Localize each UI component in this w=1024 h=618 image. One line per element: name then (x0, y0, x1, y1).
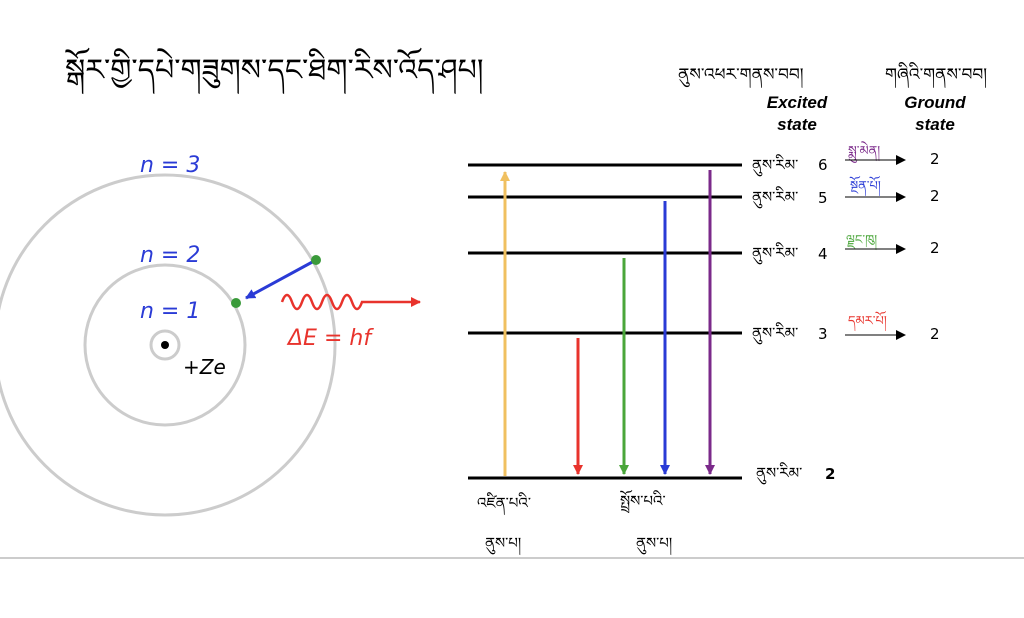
ground-level: 2 (930, 187, 940, 205)
level-number: 5 (818, 189, 828, 207)
title: སྒོར་གྱི་དཔེ་གཟུགས་དང་ཐིག་རིས་འོད་ཤཔ། (64, 47, 483, 95)
level-name: ནུས་རིམ་ (752, 186, 798, 209)
electron (231, 298, 241, 308)
orbit-label: n = 3 (140, 153, 200, 178)
bottom-label: ནུས་པ། (636, 534, 672, 556)
color-name: སྨུ་མེན། (848, 141, 880, 163)
column-title: གཞིའི་གནས་བབ། (885, 62, 987, 89)
color-name: ལྗང་ཁུ། (846, 233, 877, 251)
ground-level: 2 (930, 325, 940, 343)
photon-label: ΔE = hf (286, 326, 374, 351)
level-name: ནུས་རིམ་ (752, 322, 798, 345)
bottom-label: སྤྲོས་པའི་ (620, 489, 666, 514)
bottom-label: ནུས་པ། (485, 534, 521, 556)
column-title: ནུས་འཕར་གནས་བབ། (678, 65, 804, 89)
orbit-2 (83, 263, 247, 427)
column-label: Excited (767, 93, 828, 112)
electron-jump (245, 258, 317, 300)
color-name: དམར་པོ། (848, 310, 887, 332)
orbit-3 (0, 173, 337, 517)
level-number: 2 (825, 465, 835, 483)
ground-level: 2 (930, 239, 940, 257)
column-label: state (915, 115, 955, 134)
level-number: 3 (818, 325, 828, 343)
ground-level: 2 (930, 150, 940, 168)
orbit-label: n = 2 (140, 243, 200, 268)
level-name: ནུས་རིམ་ (756, 462, 802, 485)
nucleus (161, 341, 169, 349)
color-name: སྔོན་པོ། (849, 175, 881, 197)
column-label: Ground (904, 93, 966, 112)
level-name: ནུས་རིམ་ (752, 242, 798, 265)
orbit-label: n = 1 (140, 299, 200, 324)
orbit-1 (149, 329, 181, 361)
level-name: ནུས་རིམ་ (752, 154, 798, 177)
column-label: state (777, 115, 817, 134)
electron (311, 255, 321, 265)
bottom-label: འཛིན་པའི་ (477, 492, 531, 516)
nucleus-label: +Ze (183, 355, 226, 379)
photon-wave (280, 293, 421, 311)
level-number: 4 (818, 245, 828, 263)
level-number: 6 (818, 156, 828, 174)
